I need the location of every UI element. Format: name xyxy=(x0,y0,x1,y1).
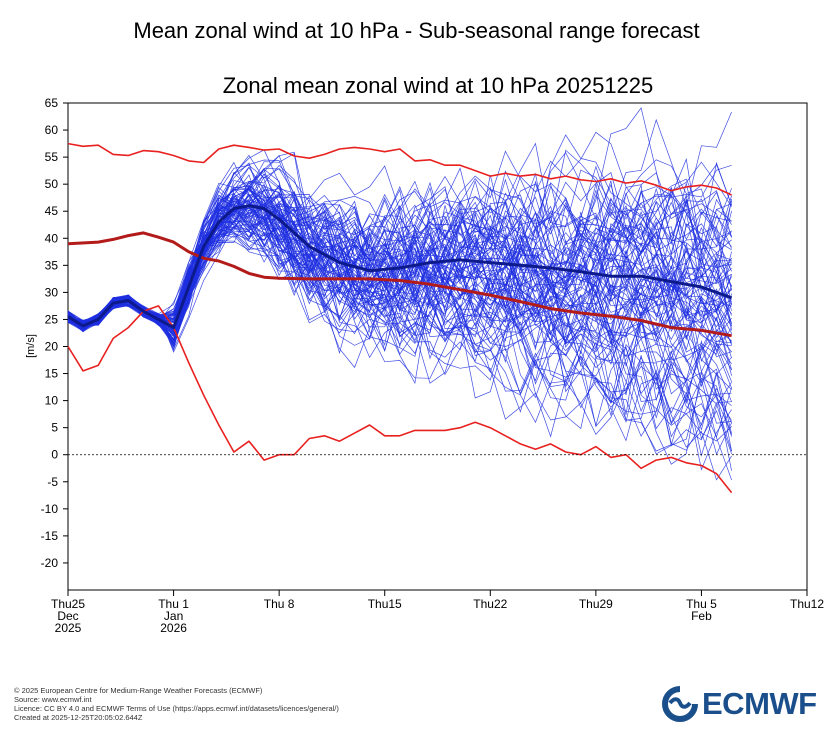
copyright-text: © 2025 European Centre for Medium-Range … xyxy=(14,686,263,695)
y-axis-label: [m/s] xyxy=(25,334,37,358)
y-tick-label: -10 xyxy=(41,502,59,516)
ensemble-member-line xyxy=(67,188,732,343)
y-tick-label: 0 xyxy=(51,448,58,462)
x-tick-label: Thu12 xyxy=(790,597,824,611)
ecmwf-logo-text: ECMWF xyxy=(702,686,817,721)
y-tick-label: 65 xyxy=(45,96,59,110)
y-tick-label: 60 xyxy=(45,123,59,137)
licence-text: Licence: CC BY 4.0 and ECMWF Terms of Us… xyxy=(14,704,339,713)
y-tick-label: -15 xyxy=(41,529,59,543)
x-tick-label: Thu22 xyxy=(473,597,507,611)
page-title: Mean zonal wind at 10 hPa - Sub-seasonal… xyxy=(133,18,700,43)
x-tick-label: Thu25 xyxy=(51,597,85,611)
x-tick-label: 2025 xyxy=(55,621,82,635)
ensemble-member-line xyxy=(67,185,732,395)
ensemble-mean-line xyxy=(67,204,733,330)
x-tick-label: Thu 8 xyxy=(264,597,295,611)
y-tick-label: 40 xyxy=(45,231,59,245)
x-tick-label: Feb xyxy=(691,609,712,623)
x-tick-label: Thu 5 xyxy=(686,597,717,611)
y-tick-label: 20 xyxy=(45,340,59,354)
y-tick-label: 15 xyxy=(45,367,59,381)
x-tick-label: Thu29 xyxy=(579,597,613,611)
x-tick-label: Thu 1 xyxy=(158,597,189,611)
ensemble-member-line xyxy=(67,200,732,357)
y-tick-label: 10 xyxy=(45,394,59,408)
climatological-mean-line xyxy=(67,231,732,338)
ensemble-member-line xyxy=(67,131,732,331)
footer: © 2025 European Centre for Medium-Range … xyxy=(14,686,339,722)
ensemble-member-line xyxy=(67,205,732,395)
ecmwf-logo[interactable]: ECMWF xyxy=(662,686,822,722)
y-tick-label: -5 xyxy=(47,475,58,489)
y-tick-label: 45 xyxy=(45,204,59,218)
ecmwf-logo-icon xyxy=(662,686,698,722)
y-tick-label: 55 xyxy=(45,150,59,164)
y-tick-label: -20 xyxy=(41,556,59,570)
source-text: Source: www.ecmwf.int xyxy=(14,695,92,704)
x-tick-label: Jan xyxy=(164,609,183,623)
y-tick-label: 50 xyxy=(45,177,59,191)
y-tick-label: 5 xyxy=(51,421,58,435)
y-tick-label: 35 xyxy=(45,258,59,272)
climatological-max-line xyxy=(67,142,732,196)
series-lines xyxy=(67,142,733,494)
chart-title: Zonal mean zonal wind at 10 hPa 20251225 xyxy=(223,73,654,98)
y-tick-label: 30 xyxy=(45,285,59,299)
ensemble-member-line xyxy=(67,154,732,325)
x-tick-label: 2026 xyxy=(160,621,187,635)
ensemble-member-line xyxy=(67,205,732,455)
ensemble-member-line xyxy=(67,188,732,424)
plot-frame xyxy=(67,102,808,591)
ensemble-member-line xyxy=(67,175,732,343)
climatological-min-line xyxy=(67,305,733,494)
ensemble-member-line xyxy=(67,188,732,347)
created-text: Created at 2025-12-25T20:05:02.644Z xyxy=(14,713,143,722)
chart: Zonal mean zonal wind at 10 hPa 20251225… xyxy=(25,73,824,635)
y-tick-label: 25 xyxy=(45,312,59,326)
x-tick-label: Dec xyxy=(57,609,78,623)
x-tick-label: Thu15 xyxy=(368,597,402,611)
